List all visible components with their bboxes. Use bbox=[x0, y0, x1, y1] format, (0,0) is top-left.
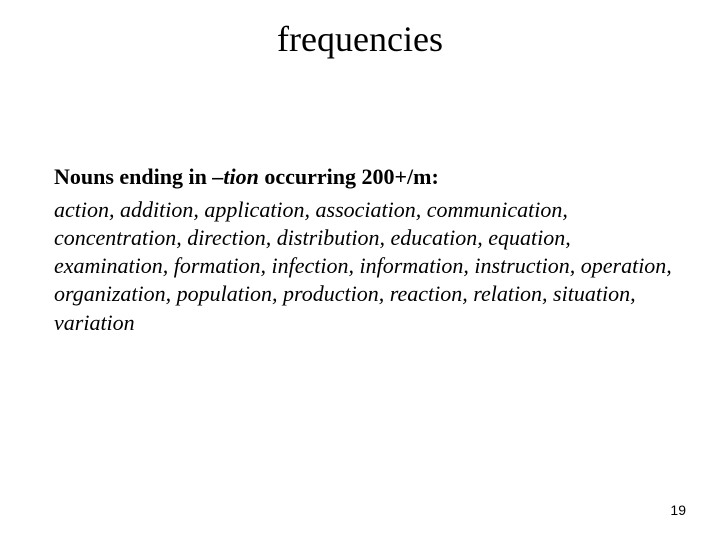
heading-tail: occurring 200+/m: bbox=[259, 164, 439, 189]
slide-title: frequencies bbox=[0, 18, 720, 60]
body-paragraph: action, addition, application, associati… bbox=[54, 196, 674, 337]
heading-prefix: Nouns ending in bbox=[54, 164, 212, 189]
heading-suffix-italic: –tion bbox=[212, 164, 258, 189]
page-number: 19 bbox=[670, 502, 686, 518]
section-heading: Nouns ending in –tion occurring 200+/m: bbox=[54, 164, 674, 190]
slide: frequencies Nouns ending in –tion occurr… bbox=[0, 0, 720, 540]
